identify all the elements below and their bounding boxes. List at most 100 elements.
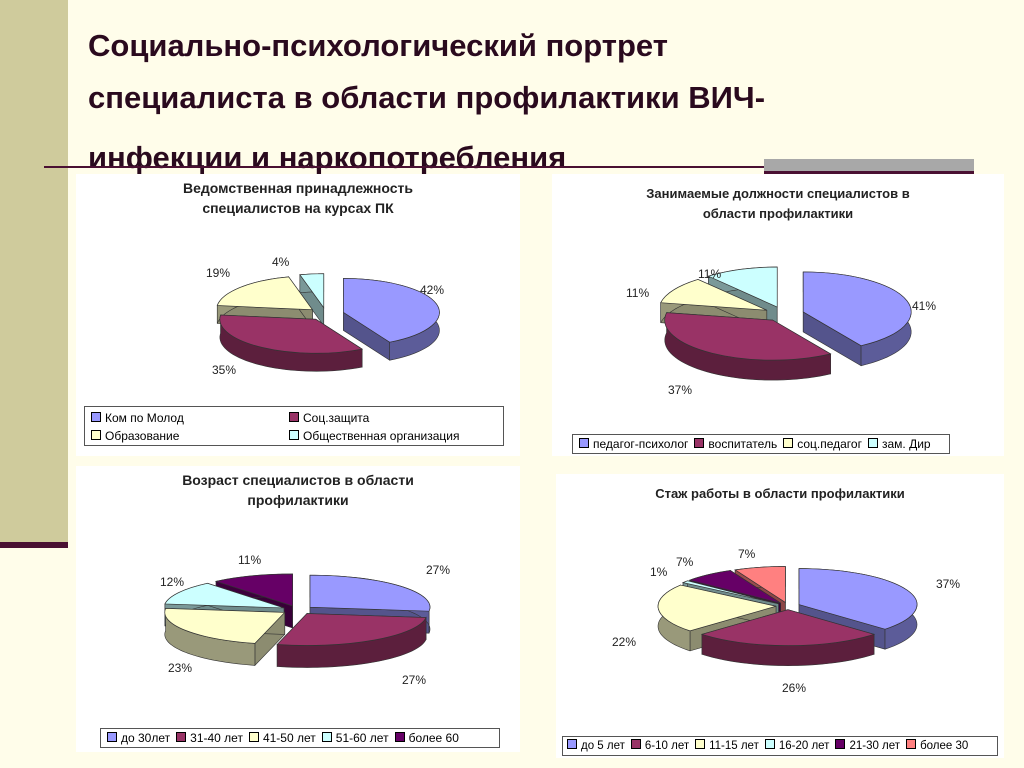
chart-age: Возраст специалистов в области профилакт… (76, 466, 520, 752)
legend-swatch (579, 438, 589, 448)
legend-label: воспитатель (708, 437, 778, 451)
title-decor-grey (764, 159, 974, 171)
legend-swatch (248, 732, 259, 742)
legend-item-1: Ком по Молод (91, 409, 289, 427)
pie-slice-2 (219, 314, 364, 372)
data-label-6: 7% (738, 547, 756, 561)
chart-title: Стаж работы в области профилактики (655, 486, 905, 501)
slide-title-line3: инфекции и наркопотребления (88, 140, 567, 175)
data-label-3: 11% (626, 286, 649, 300)
legend-swatch (695, 739, 706, 749)
pie-chart-svg: 27% 27% 23% 12% 11% (160, 553, 450, 687)
legend-label: зам. Дир (881, 437, 931, 451)
legend-item-2: воспитатель (694, 436, 777, 453)
legend-label: 16-20 лет (778, 740, 830, 752)
data-label-5: 11% (238, 553, 261, 567)
data-label-4: 12% (160, 575, 184, 589)
legend-item-4: 51-60 лет (321, 730, 389, 747)
legend-swatch (764, 739, 775, 749)
legend-item-1: педагог-психолог (579, 436, 688, 453)
chart-title: Возраст специалистов в области профилакт… (182, 472, 414, 508)
legend-label: 31-40 лет (190, 731, 243, 745)
legend-swatch (107, 732, 117, 742)
legend-swatch (289, 430, 299, 440)
legend-swatch (567, 739, 577, 749)
legend-item-2: 31-40 лет (176, 730, 243, 747)
chart-positions: Занимаемые должности специалистов в обла… (552, 174, 1004, 456)
data-label-3: 23% (168, 661, 192, 675)
data-label-2: 37% (668, 383, 692, 397)
legend-item-5: 21-30 лет (835, 738, 900, 755)
legend-item-3: 11-15 лет (695, 738, 759, 755)
legend-item-4: Общественная организация (289, 427, 487, 445)
legend-item-3: соц.педагог (783, 436, 862, 453)
slide-title-line2: специалиста в области профилактики ВИЧ- (88, 80, 766, 115)
pie-chart-svg: 41% 37% 11% 11% (626, 266, 936, 397)
data-label-2: 35% (212, 363, 236, 377)
pie-slice-2 (700, 609, 876, 666)
legend-item-6: более 30 (906, 738, 968, 755)
legend-item-3: Образование (91, 427, 289, 445)
data-label-1: 42% (420, 283, 444, 297)
legend-label: 51-60 лет (335, 731, 389, 745)
chart-legend: до 30лет 31-40 лет 41-50 лет 51-60 лет более… (100, 728, 500, 748)
legend-swatch (394, 732, 405, 742)
legend-label: Общественная организация (303, 429, 460, 443)
pie-slice-1 (802, 271, 912, 367)
side-decor-bar (0, 0, 68, 547)
pie-chart-svg: 37% 26% 22% 1% 7% 7% (612, 547, 960, 695)
legend-swatch (783, 438, 794, 448)
legend-label: 11-15 лет (709, 740, 759, 752)
legend-swatch (835, 739, 846, 749)
data-label-4: 1% (650, 565, 668, 579)
chart-legend: Ком по Молод Соц.защита Образование Обществ… (84, 406, 504, 446)
chart-department: Ведомственная принадлежность специалисто… (76, 174, 520, 456)
legend-label: 21-30 лет (849, 740, 901, 752)
legend-label: педагог-психолог (593, 437, 689, 451)
legend-item-4: зам. Дир (867, 436, 931, 453)
legend-item-1: до 30лет (107, 730, 170, 747)
legend-label: Образование (105, 429, 180, 443)
pie-chart-svg: 42% 35% 19% 4% (206, 255, 444, 377)
slide-title-line1: Социально-психологический портрет (88, 28, 668, 63)
legend-swatch (630, 739, 641, 749)
legend-item-4: 16-20 лет (764, 738, 830, 755)
data-label-3: 22% (612, 635, 636, 649)
legend-swatch (867, 438, 878, 448)
legend-label: более 60 (408, 731, 459, 745)
legend-item-5: более 60 (394, 730, 459, 747)
chart-title: Занимаемые должности специалистов в обла… (646, 186, 910, 221)
legend-item-2: Соц.защита (289, 409, 487, 427)
legend-swatch (289, 412, 299, 422)
data-label-4: 4% (272, 255, 290, 269)
title-decor-dark (764, 171, 974, 174)
legend-label: более 30 (920, 740, 969, 752)
chart-legend: педагог-психолог воспитатель соц.педагог за… (572, 434, 950, 454)
data-label-3: 19% (206, 266, 230, 280)
legend-swatch (694, 438, 705, 448)
legend-label: Соц.защита (303, 411, 370, 425)
legend-label: до 5 лет (581, 740, 625, 752)
title-underline (44, 166, 764, 168)
data-label-1: 27% (426, 563, 450, 577)
chart-legend: до 5 лет 6-10 лет 11-15 лет 16-20 лет 21-30 … (562, 736, 998, 756)
data-label-2: 26% (782, 681, 806, 695)
data-label-1: 41% (912, 299, 936, 313)
legend-swatch (321, 732, 332, 742)
legend-label: 6-10 лет (644, 740, 690, 752)
pie-slice-2 (276, 612, 427, 668)
data-label-4: 11% (698, 267, 721, 281)
legend-label: 41-50 лет (262, 731, 316, 745)
legend-item-2: 6-10 лет (630, 738, 690, 755)
slide-title: Социально-психологический портрет специа… (88, 20, 988, 184)
legend-swatch (906, 739, 917, 749)
legend-label: соц.педагог (797, 437, 862, 451)
legend-label: до 30лет (121, 731, 171, 745)
data-label-2: 27% (402, 673, 426, 687)
legend-label: Ком по Молод (105, 411, 184, 425)
pie-slice-4 (299, 273, 325, 327)
legend-swatch (91, 430, 101, 440)
chart-experience: Стаж работы в области профилактики 37% 26… (556, 474, 1004, 758)
pie-slice-3 (164, 608, 286, 667)
legend-swatch (91, 412, 101, 422)
